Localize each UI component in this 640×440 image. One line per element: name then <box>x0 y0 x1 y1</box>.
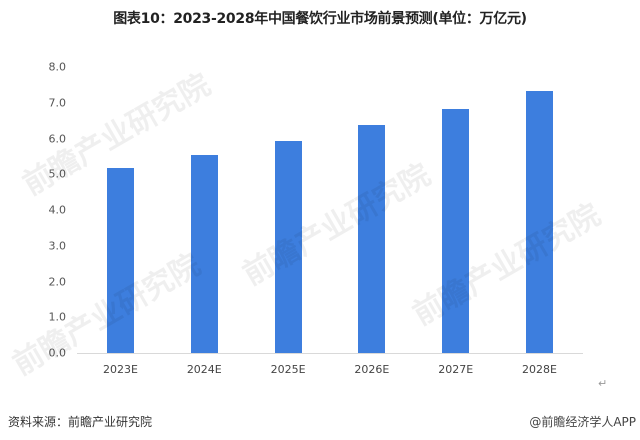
bar-2023E <box>107 168 134 353</box>
y-tick-label: 1.0 <box>48 310 67 324</box>
bar-2024E <box>190 154 218 353</box>
bar-2027E <box>442 108 470 353</box>
credit-note: @前瞻经济学人APP <box>529 415 636 429</box>
return-mark: ↵ <box>598 377 608 390</box>
bar-2026E <box>358 124 386 353</box>
bar-2028E <box>526 90 553 353</box>
bar-2025E <box>274 141 302 353</box>
y-tick-label: 3.0 <box>48 239 67 253</box>
chart-title: 图表10：2023-2028年中国餐饮行业市场前景预测(单位：万亿元) <box>113 11 527 27</box>
y-tick-label: 6.0 <box>48 132 67 145</box>
y-tick-label: 2.0 <box>48 275 67 288</box>
y-tick-label: 4.0 <box>48 203 67 217</box>
x-tick-label: 2027E <box>438 363 474 376</box>
x-axis-line <box>77 353 583 354</box>
y-tick-label: 7.0 <box>48 96 67 110</box>
x-tick-label: 2028E <box>522 363 557 376</box>
y-tick-label: 0.0 <box>48 346 67 360</box>
x-tick-label: 2023E <box>103 363 138 376</box>
source-note: 资料来源：前瞻产业研究院 <box>8 415 153 429</box>
y-tick-label: 8.0 <box>48 60 67 74</box>
x-tick-label: 2025E <box>270 363 306 376</box>
x-tick-label: 2024E <box>186 363 222 376</box>
y-tick-label: 5.0 <box>48 167 67 181</box>
x-tick-label: 2026E <box>354 363 390 376</box>
